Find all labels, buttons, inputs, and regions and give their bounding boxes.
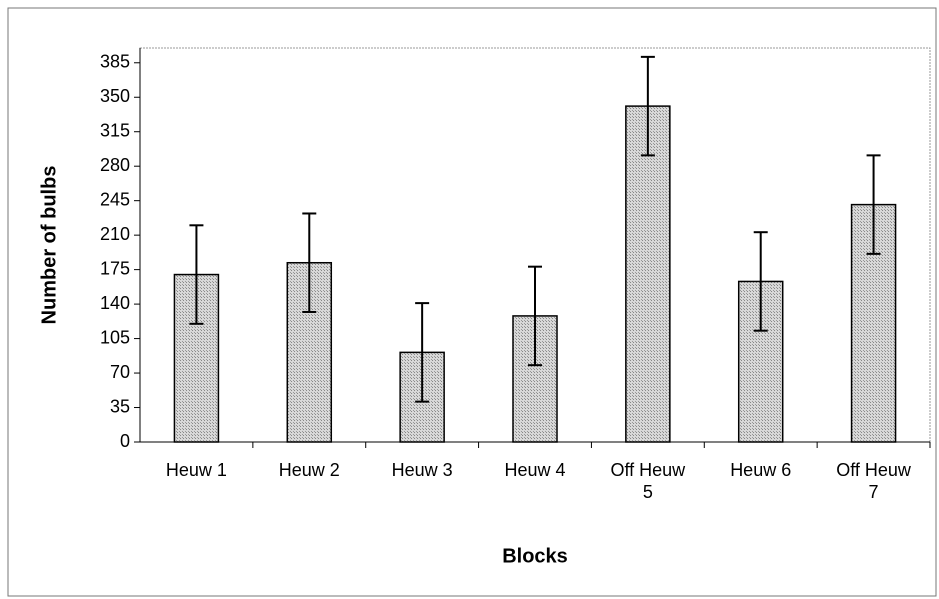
y-tick-label: 140 <box>100 293 130 313</box>
x-tick-label: Heuw 1 <box>165 460 227 480</box>
y-tick-label: 385 <box>100 52 130 72</box>
chart-border <box>7 7 937 597</box>
y-tick-label: 35 <box>110 396 130 416</box>
y-tick-label: 280 <box>100 155 130 175</box>
y-tick-label: 350 <box>100 86 130 106</box>
x-tick-label: Heuw 4 <box>504 460 566 480</box>
y-tick-label: 105 <box>100 327 130 347</box>
x-tick-label: Heuw 6 <box>730 460 792 480</box>
x-tick-label: Off Heuw 7 <box>836 460 911 502</box>
x-axis-label: Blocks <box>502 545 568 567</box>
bar <box>286 261 333 443</box>
bar <box>625 105 671 443</box>
x-tick-label: Off Heuw 5 <box>610 460 686 502</box>
y-tick-label: 0 <box>120 431 130 451</box>
y-tick-label: 245 <box>100 189 130 209</box>
y-tick-label: 210 <box>100 224 130 244</box>
y-axis-label: Number of bulbs <box>38 166 60 325</box>
x-tick-label: Heuw 2 <box>278 460 340 480</box>
x-tick-label: Heuw 3 <box>391 460 453 480</box>
y-tick-label: 70 <box>110 362 130 382</box>
y-tick-label: 315 <box>100 120 130 140</box>
y-tick-label: 175 <box>100 258 130 278</box>
